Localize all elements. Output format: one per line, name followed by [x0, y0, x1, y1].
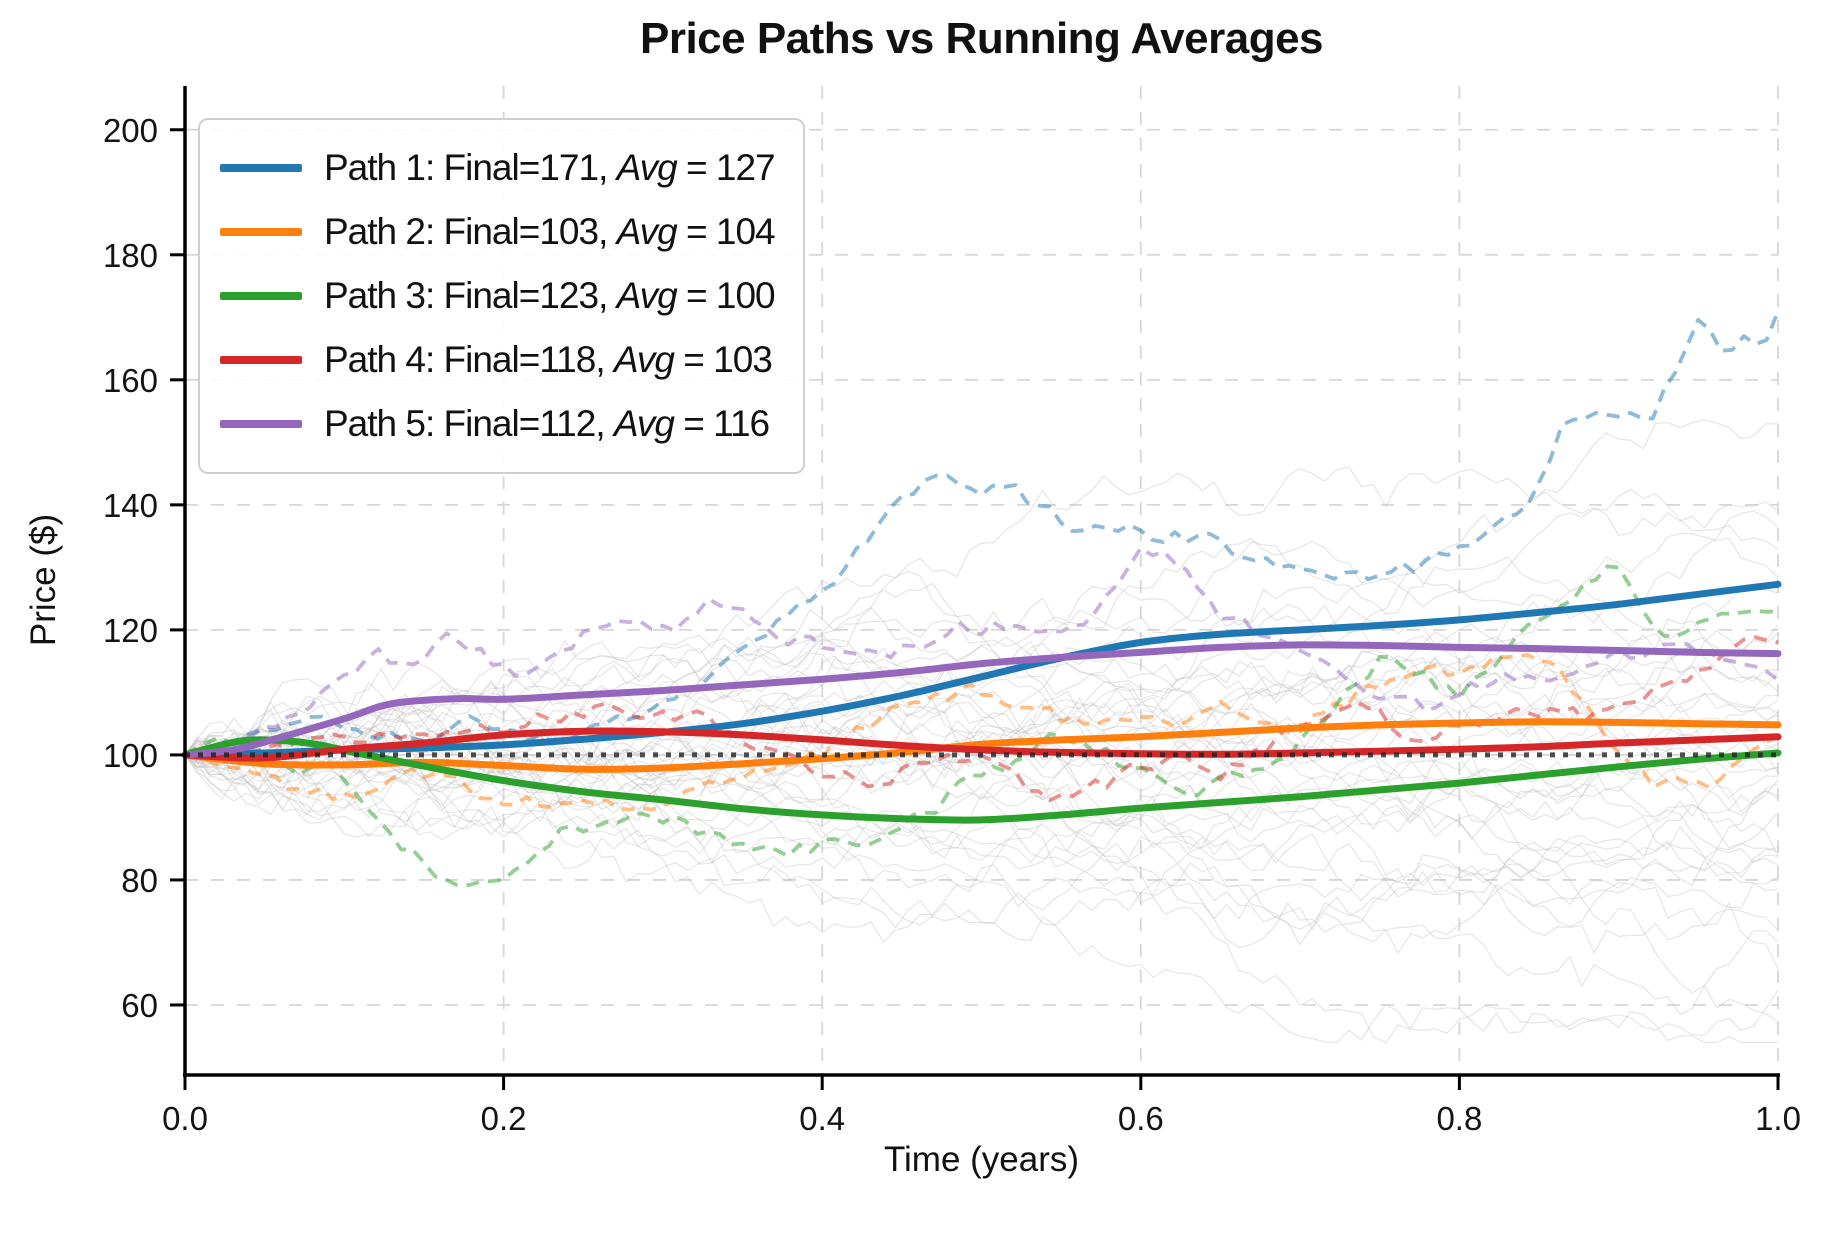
- price-path-2: [184, 653, 1779, 812]
- legend-label-avg-var: Avg: [616, 147, 678, 188]
- x-tick-label: 1.0: [1755, 1100, 1801, 1137]
- running-average-2: [181, 718, 1782, 773]
- legend-label-avg-value: = 100: [676, 275, 776, 316]
- legend-label-avg-var: Avg: [616, 275, 678, 316]
- background-path: [184, 712, 1779, 926]
- y-tick-label: 100: [103, 737, 158, 774]
- y-tick-label: 120: [103, 612, 158, 649]
- legend-label-prefix: Path 4: Final=118,: [324, 339, 614, 380]
- background-path: [184, 682, 1778, 833]
- legend-entry: Path 5: Final=112, Avg = 116: [220, 392, 775, 456]
- price-path-1: [184, 310, 1780, 757]
- y-tick-label: 200: [103, 112, 158, 149]
- price-path-3: [184, 564, 1779, 888]
- y-tick-label: 60: [121, 987, 158, 1024]
- running-average-5: [181, 641, 1782, 759]
- running-average-3: [181, 736, 1782, 824]
- legend-entry: Path 1: Final=171, Avg = 127: [220, 136, 776, 200]
- x-axis-label: Time (years): [883, 1140, 1080, 1179]
- chart-title: Price Paths vs Running Averages: [639, 14, 1324, 63]
- background-path: [184, 584, 1779, 785]
- background-path: [184, 740, 1779, 864]
- x-tick-label: 0.2: [481, 1100, 527, 1137]
- legend-entry: Path 4: Final=118, Avg = 103: [220, 328, 775, 392]
- legend-label: Path 1: Final=171, Avg = 127: [324, 147, 776, 189]
- background-path: [184, 748, 1779, 969]
- legend-swatch: [220, 356, 302, 364]
- x-tick-label: 0.0: [162, 1100, 208, 1137]
- legend-label: Path 3: Final=123, Avg = 100: [324, 275, 776, 317]
- background-path: [184, 734, 1779, 1044]
- legend-label-prefix: Path 1: Final=171,: [324, 147, 617, 188]
- legend-swatch: [220, 292, 302, 300]
- legend-label: Path 2: Final=103, Avg = 104: [324, 211, 776, 253]
- legend-label-avg-var: Avg: [613, 339, 675, 380]
- background-path: [184, 649, 1779, 792]
- legend-label-prefix: Path 2: Final=103,: [324, 211, 617, 252]
- y-tick-label: 160: [103, 362, 158, 399]
- legend-entry: Path 2: Final=103, Avg = 104: [220, 200, 776, 264]
- background-path: [184, 738, 1778, 1044]
- legend-label: Path 5: Final=112, Avg = 116: [324, 403, 770, 445]
- legend: Path 1: Final=171, Avg = 127 Path 2: Fina…: [198, 118, 805, 474]
- background-path: [184, 577, 1779, 788]
- legend-swatch: [220, 164, 302, 172]
- x-tick-label: 0.4: [799, 1100, 845, 1137]
- price-path-5: [184, 546, 1780, 757]
- background-path: [184, 744, 1779, 1016]
- background-path: [184, 491, 1779, 768]
- legend-label-prefix: Path 5: Final=112,: [324, 403, 614, 444]
- background-path: [184, 419, 1779, 780]
- background-path: [184, 570, 1779, 765]
- background-path: [184, 745, 1779, 943]
- legend-label-avg-value: = 103: [673, 339, 773, 380]
- legend-swatch: [220, 420, 302, 428]
- legend-label: Path 4: Final=118, Avg = 103: [324, 339, 773, 381]
- y-tick-label: 180: [103, 237, 158, 274]
- running-average-4: [181, 727, 1782, 762]
- x-tick-label: 0.8: [1436, 1100, 1482, 1137]
- legend-label-prefix: Path 3: Final=123,: [324, 275, 617, 316]
- legend-swatch: [220, 228, 302, 236]
- x-tick-label: 0.6: [1118, 1100, 1164, 1137]
- legend-entry: Path 3: Final=123, Avg = 100: [220, 264, 776, 328]
- background-path: [184, 692, 1779, 851]
- y-tick-label: 140: [103, 487, 158, 524]
- legend-label-avg-value: = 104: [676, 211, 776, 252]
- background-path: [184, 647, 1779, 772]
- background-path: [184, 735, 1779, 1023]
- legend-label-avg-value: = 116: [673, 403, 770, 444]
- legend-label-avg-var: Avg: [613, 403, 675, 444]
- legend-label-avg-var: Avg: [616, 211, 678, 252]
- background-path: [184, 673, 1779, 892]
- y-axis-label: Price ($): [24, 513, 63, 647]
- running-average-1: [181, 580, 1782, 759]
- background-path: [184, 734, 1779, 899]
- background-path: [184, 743, 1779, 955]
- background-path: [184, 754, 1779, 902]
- background-path: [184, 608, 1779, 864]
- legend-label-avg-value: = 127: [676, 147, 776, 188]
- y-tick-label: 80: [121, 862, 158, 899]
